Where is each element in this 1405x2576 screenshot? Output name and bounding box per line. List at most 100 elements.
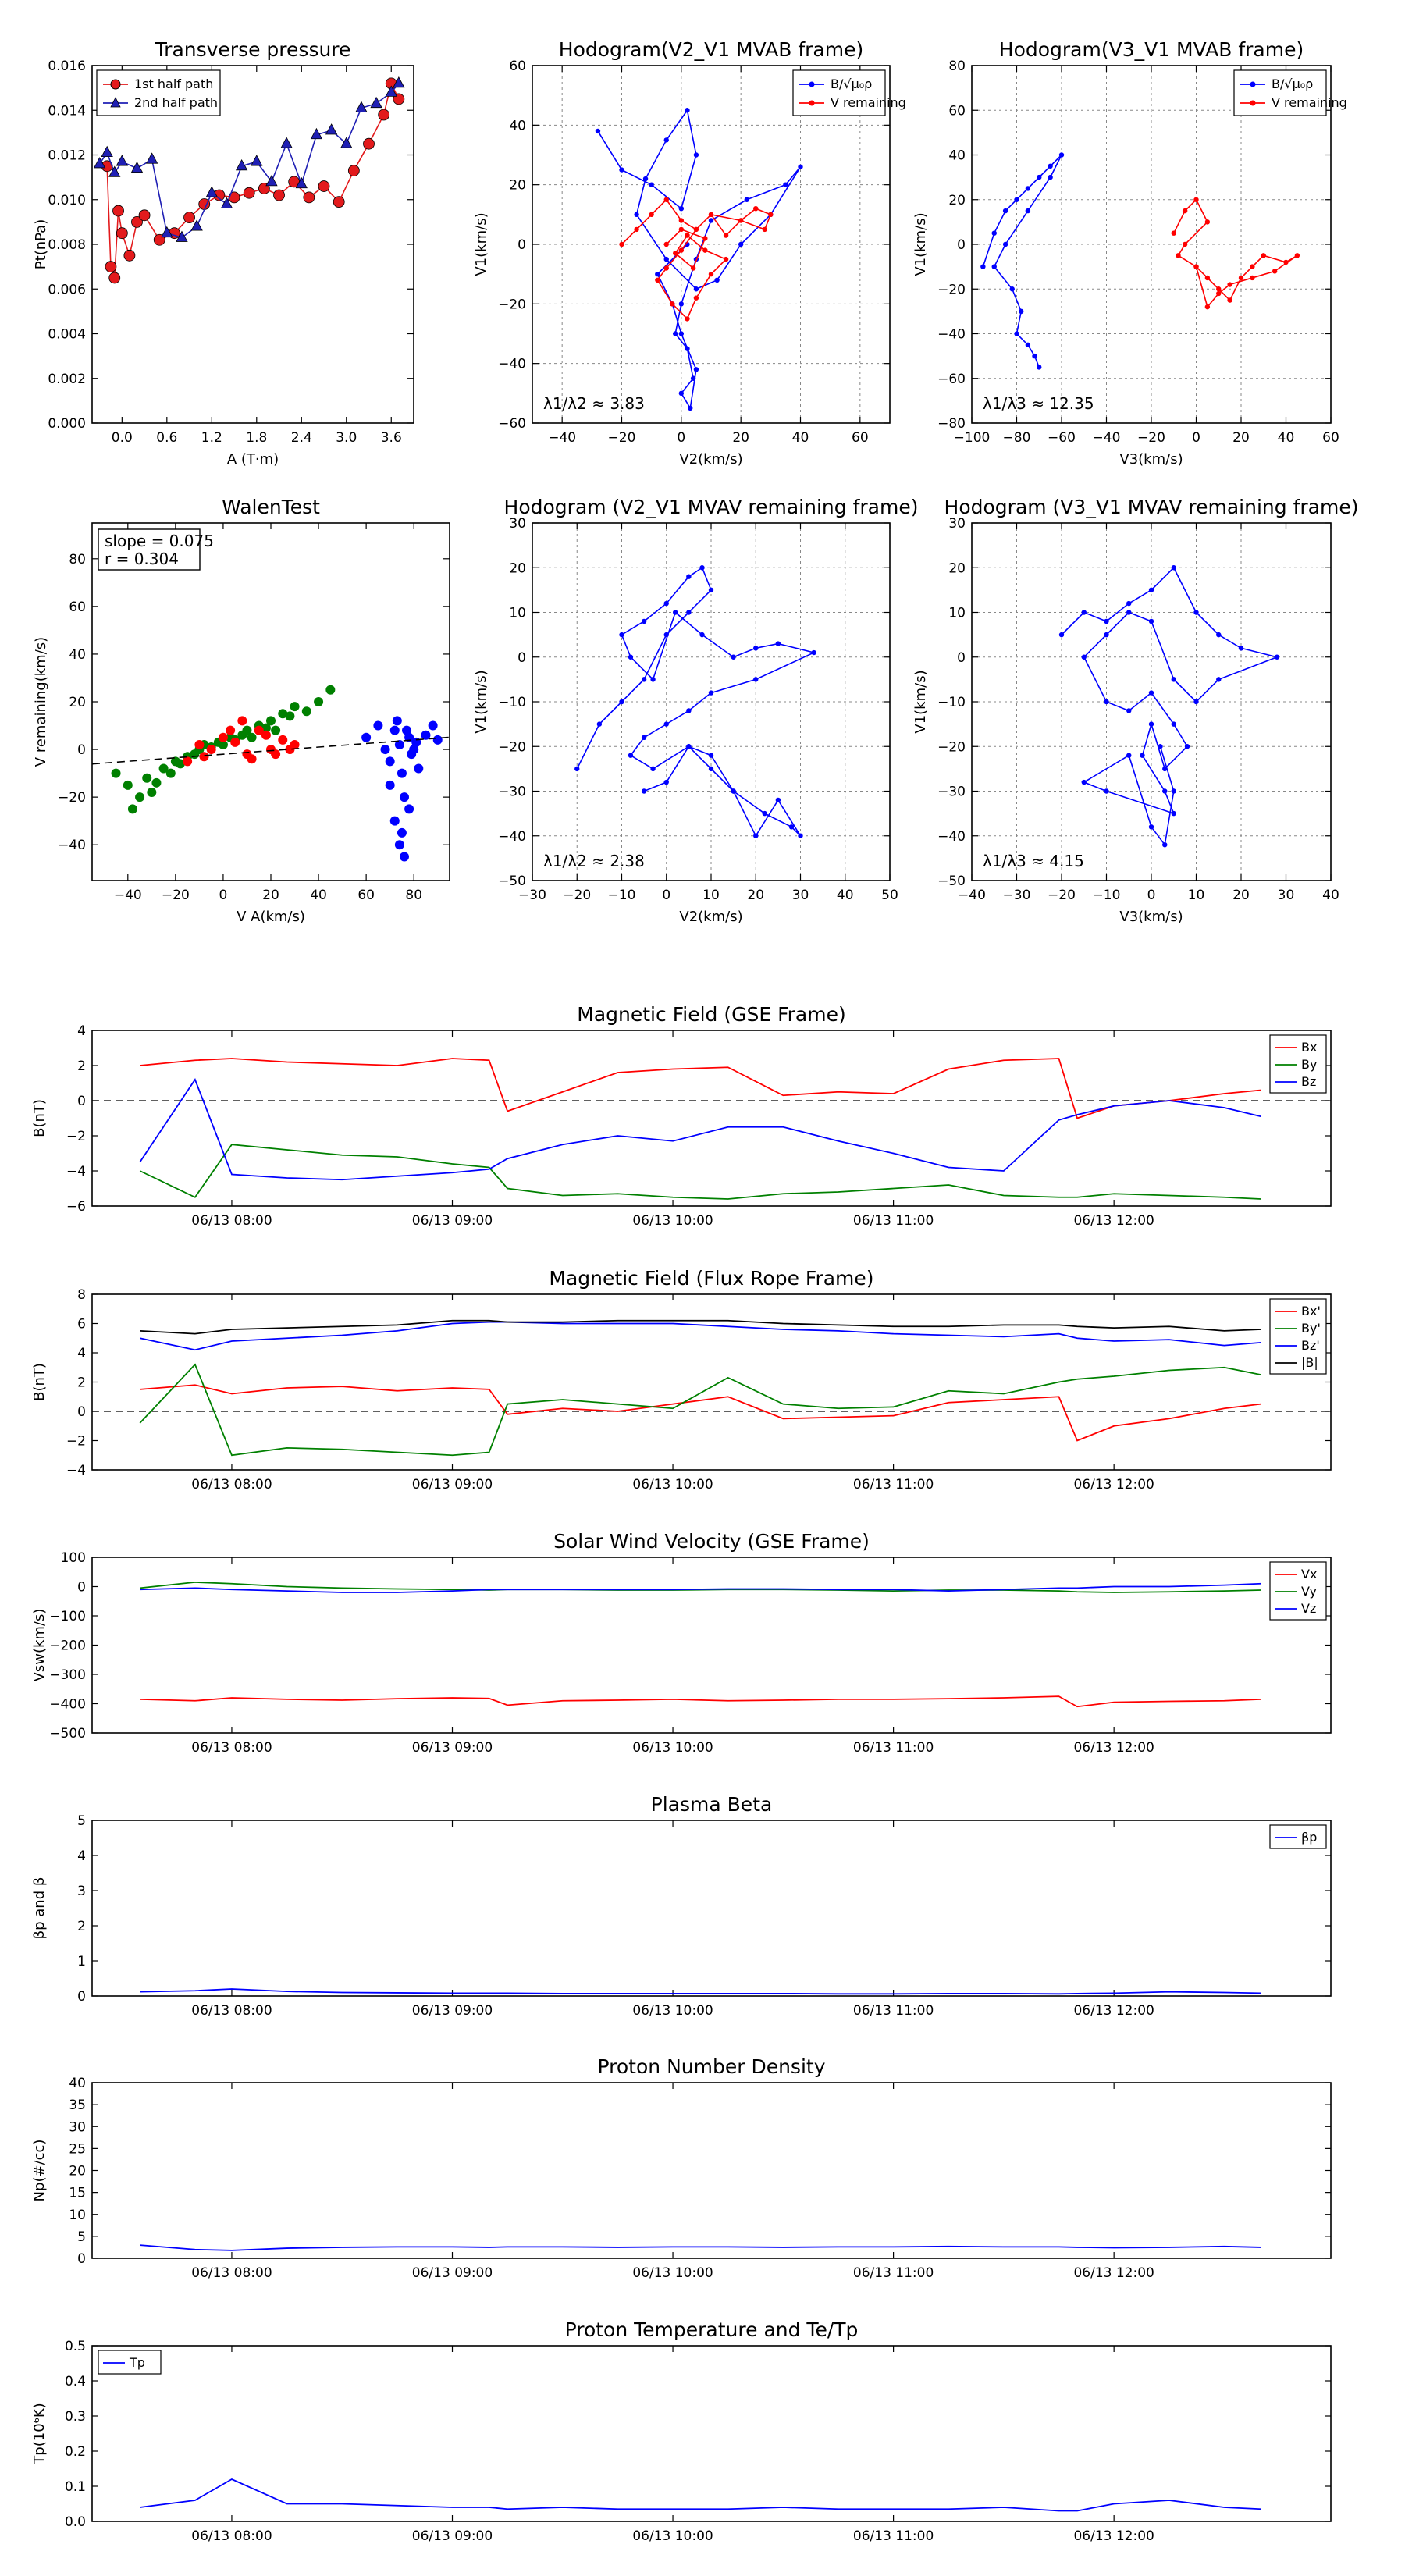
y-tick-label: −10	[498, 695, 526, 710]
data-point	[1171, 788, 1176, 794]
data-point	[414, 763, 424, 774]
data-point	[310, 127, 323, 140]
y-tick-label: 0.0	[65, 2514, 86, 2530]
data-point	[738, 218, 744, 223]
data-point	[1171, 721, 1176, 727]
x-tick-label: −30	[1003, 888, 1031, 903]
y-tick-label: 30	[948, 516, 966, 532]
y-tick-label: −40	[498, 357, 526, 372]
data-point	[1019, 308, 1024, 315]
data-point	[271, 725, 281, 735]
x-tick-label: 06/13 11:00	[853, 1477, 934, 1493]
data-point	[663, 600, 669, 607]
data-point	[1037, 365, 1042, 370]
x-tick-label: 20	[262, 888, 279, 903]
x-tick-label: −20	[563, 888, 591, 903]
y-tick-label: 0.002	[48, 372, 86, 387]
data-point	[1216, 632, 1222, 638]
data-point	[650, 766, 656, 772]
data-point	[385, 85, 397, 97]
data-point	[407, 749, 417, 760]
legend: βp	[1269, 1824, 1327, 1849]
y-tick-label: 0.4	[65, 2374, 86, 2389]
data-point	[693, 226, 699, 233]
data-point	[1058, 152, 1065, 158]
data-point	[93, 157, 106, 169]
panel-title: Proton Temperature and Te/Tp	[565, 2318, 859, 2341]
x-tick-label: −40	[958, 888, 986, 903]
x-tick-label: 30	[792, 888, 809, 903]
data-point	[108, 272, 121, 284]
data-point	[991, 230, 997, 236]
data-point	[1104, 618, 1109, 624]
data-point	[708, 271, 714, 277]
data-point	[1193, 699, 1199, 705]
data-point	[1014, 197, 1019, 202]
legend: B/√μ₀ρ V remaining	[792, 69, 906, 116]
legend: 1st half path 2nd half path	[96, 69, 221, 116]
data-point	[685, 346, 690, 351]
x-tick-label: 06/13 12:00	[1073, 1477, 1154, 1493]
panel-title: Proton Number Density	[598, 2055, 826, 2078]
data-point	[798, 833, 803, 838]
x-tick-label: 0	[662, 888, 670, 903]
x-tick-label: 06/13 12:00	[1073, 2265, 1154, 2281]
series-line	[576, 567, 816, 838]
legend-label: Bx	[1301, 1040, 1317, 1055]
plot-frame	[91, 1557, 1332, 1734]
data-point	[112, 205, 124, 217]
data-point	[1227, 297, 1232, 303]
data-point	[385, 780, 395, 790]
legend-box	[1233, 69, 1327, 116]
y-axis-label: V1(km/s)	[473, 670, 489, 733]
eigenvalue-ratio: λ1/λ2 ≈ 2.38	[543, 852, 645, 870]
data-point	[1104, 699, 1109, 705]
legend: B/√μ₀ρ V remaining	[1233, 69, 1347, 116]
x-axis-label: V3(km/s)	[1119, 909, 1183, 925]
x-tick-label: 06/13 08:00	[191, 2528, 272, 2544]
chart-panel-h1: Hodogram(V2_V1 MVAB frame) V1(km/s) V2(km/…	[473, 38, 906, 468]
data-point	[147, 788, 157, 798]
y-tick-label: 4	[77, 1023, 86, 1039]
y-tick-label: 20	[948, 193, 966, 208]
y-tick-label: 40	[69, 2076, 86, 2091]
series-line	[982, 154, 1062, 368]
panel-title: Magnetic Field (GSE Frame)	[577, 1003, 845, 1026]
legend-label: Vz	[1301, 1601, 1316, 1616]
data-point	[314, 697, 324, 706]
x-tick-label: 06/13 12:00	[1073, 1213, 1154, 1229]
data-point	[183, 756, 193, 767]
y-tick-label: 100	[61, 1550, 86, 1566]
data-point	[708, 218, 714, 223]
data-point	[708, 212, 714, 218]
data-point	[708, 766, 714, 772]
data-point	[1216, 286, 1222, 292]
data-point	[649, 182, 654, 187]
data-point	[685, 233, 690, 238]
data-point	[670, 301, 675, 307]
data-point	[1193, 197, 1199, 202]
panel-title: Hodogram (V2_V1 MVAV remaining frame)	[504, 496, 919, 518]
legend-label: Bz	[1301, 1074, 1316, 1089]
data-point	[1058, 632, 1065, 638]
plot-frame	[971, 522, 1332, 881]
data-point	[1002, 208, 1008, 214]
y-tick-label: −40	[498, 829, 526, 845]
plot-frame	[91, 65, 414, 424]
data-point	[1238, 275, 1244, 281]
data-point	[1032, 353, 1037, 359]
data-point	[1081, 779, 1087, 785]
x-tick-label: 06/13 11:00	[853, 2265, 934, 2281]
plot-frame	[91, 522, 450, 881]
data-point	[108, 165, 121, 177]
data-point	[619, 632, 624, 638]
data-point	[389, 816, 400, 826]
eigenvalue-ratio: λ1/λ3 ≈ 4.15	[983, 852, 1084, 870]
x-tick-label: 06/13 12:00	[1073, 2003, 1154, 2019]
data-point	[1104, 632, 1109, 638]
x-tick-label: −10	[608, 888, 636, 903]
data-point	[1126, 600, 1132, 607]
data-point	[685, 108, 690, 113]
data-point	[686, 574, 692, 579]
